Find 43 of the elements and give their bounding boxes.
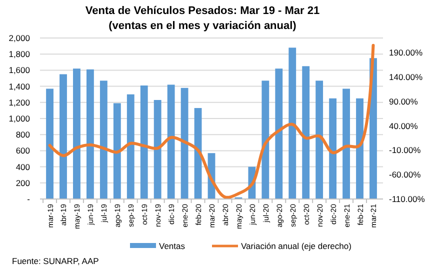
- bar: [329, 98, 337, 199]
- bar: [100, 80, 108, 199]
- bar: [86, 69, 94, 199]
- y-tick-label: 1,000: [8, 114, 30, 124]
- chart-title: Venta de Vehículos Pesados: Mar 19 - Mar 21: [85, 5, 320, 17]
- bar: [302, 66, 310, 199]
- y-tick-label: 1,600: [8, 65, 30, 76]
- legend-label: Variación anual (eje derecho): [241, 241, 352, 251]
- bar: [180, 88, 188, 199]
- y-tick-label: 600: [16, 146, 30, 156]
- y2-tick-label: 190.00%: [389, 48, 423, 58]
- y-tick-label: 400: [16, 162, 30, 172]
- bar: [167, 84, 175, 199]
- bar: [262, 80, 270, 199]
- bar: [356, 98, 364, 199]
- bar: [46, 88, 54, 199]
- bar: [60, 74, 67, 199]
- line-series: [48, 44, 375, 199]
- y-tick-label: 1,400: [8, 81, 30, 92]
- source-note: Fuente: SUNARP, AAP: [12, 256, 100, 266]
- y-tick-label: 800: [16, 130, 30, 140]
- y2-tick-label: 140.00%: [389, 72, 423, 82]
- chart-subtitle: (ventas en el mes y variación anual): [108, 20, 297, 32]
- legend-label: Ventas: [159, 241, 185, 251]
- y-tick-label: 1,200: [8, 97, 30, 108]
- bar: [154, 100, 162, 199]
- y2-tick-label: -10.00%: [389, 145, 422, 156]
- y-tick-label: 1,800: [8, 49, 30, 60]
- bar: [275, 68, 283, 199]
- bar: [113, 103, 121, 199]
- bar: [126, 94, 134, 199]
- y-tick-label: 2,000: [8, 33, 30, 43]
- y2-tick-label: -110.00%: [389, 194, 426, 204]
- y-tick-label: 200: [16, 178, 30, 188]
- bar: [140, 85, 148, 199]
- y-tick-label: -: [27, 194, 30, 204]
- y2-tick-label: -60.00%: [389, 170, 422, 180]
- bar: [316, 80, 324, 199]
- bar: [288, 48, 296, 199]
- bar: [342, 88, 350, 199]
- y2-tick-label: 90.00%: [389, 96, 418, 106]
- y2-tick-label: 40.00%: [389, 120, 418, 131]
- bar: [73, 68, 80, 199]
